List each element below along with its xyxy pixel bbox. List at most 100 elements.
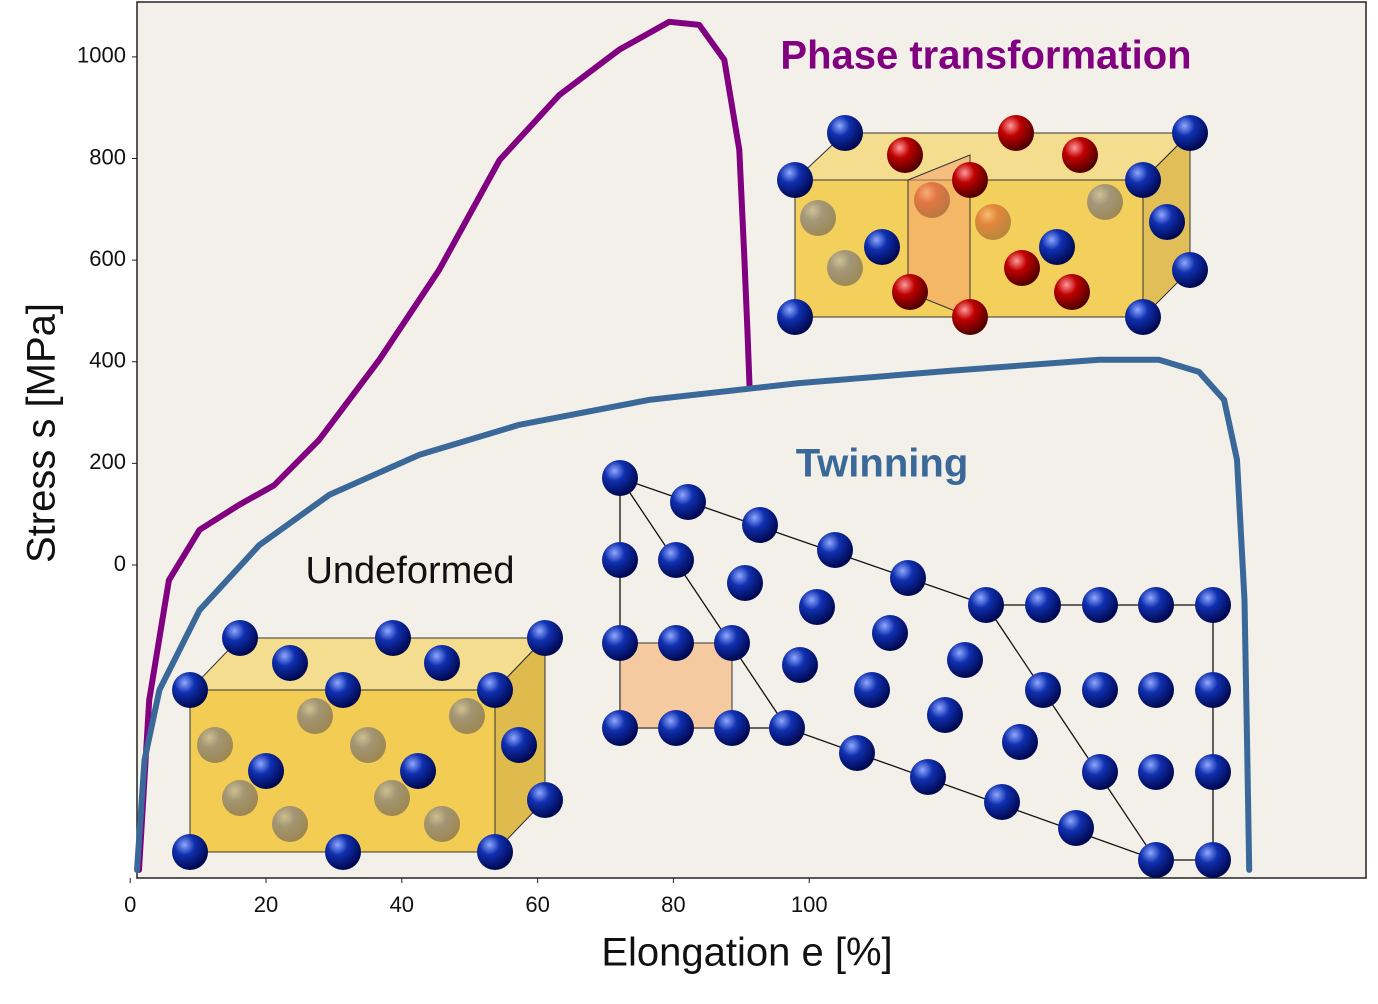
atom [602, 625, 638, 661]
atom [1004, 250, 1040, 286]
atom [777, 162, 813, 198]
atom [890, 560, 926, 596]
crystal-illustrations [172, 115, 1231, 878]
atom [777, 299, 813, 335]
atom [172, 834, 208, 870]
atom [172, 672, 208, 708]
x-tick-label: 40 [390, 892, 414, 917]
atom [222, 620, 258, 656]
atom [297, 698, 333, 734]
atom [272, 645, 308, 681]
atom [952, 162, 988, 198]
atom [968, 587, 1004, 623]
atom [527, 620, 563, 656]
atom [400, 753, 436, 789]
atom [658, 542, 694, 578]
atom [742, 507, 778, 543]
atom [374, 780, 410, 816]
atom [800, 200, 836, 236]
atom [1138, 842, 1174, 878]
atom [325, 834, 361, 870]
atom [1195, 754, 1231, 790]
atom [817, 532, 853, 568]
atom [1025, 587, 1061, 623]
line-series [134, 356, 1253, 873]
y-tick-label: 800 [89, 144, 126, 169]
atom [449, 698, 485, 734]
atom [424, 806, 460, 842]
atom [1002, 724, 1038, 760]
atom [1195, 587, 1231, 623]
atom [1172, 252, 1208, 288]
atom [424, 645, 460, 681]
atom [910, 759, 946, 795]
line-series [136, 18, 753, 873]
atom [527, 782, 563, 818]
y-axis-label: Stress s [MPa] [20, 303, 64, 563]
atom [714, 710, 750, 746]
atom [864, 229, 900, 265]
x-tick-label: 80 [661, 892, 685, 917]
atom [1138, 754, 1174, 790]
atom [272, 806, 308, 842]
atom [1082, 672, 1118, 708]
atom [1082, 754, 1118, 790]
atom [887, 137, 923, 173]
atom [1062, 137, 1098, 173]
y-tick-label: 200 [89, 449, 126, 474]
atom [782, 647, 818, 683]
atom [975, 204, 1011, 240]
twin-boundary [619, 477, 788, 729]
atom [1149, 204, 1185, 240]
atom [658, 625, 694, 661]
atom [1039, 229, 1075, 265]
annotation: Phase transformation [780, 34, 1191, 78]
atom [670, 484, 706, 520]
atom [892, 274, 928, 310]
atom [872, 615, 908, 651]
atom [602, 710, 638, 746]
atom [1195, 842, 1231, 878]
atom [827, 250, 863, 286]
atom [350, 727, 386, 763]
atom [1082, 587, 1118, 623]
atom [914, 182, 950, 218]
plot-marks [129, 18, 1253, 883]
atom [839, 735, 875, 771]
annotation: Undeformed [305, 550, 514, 592]
x-tick-label: 0 [124, 892, 136, 917]
y-tick-label: 400 [89, 348, 126, 373]
atom [477, 672, 513, 708]
twin-boundary [985, 604, 1157, 861]
atom [1138, 672, 1174, 708]
atom [1138, 587, 1174, 623]
atom [1025, 672, 1061, 708]
atom [927, 697, 963, 733]
x-axis-label: Elongation e [%] [601, 931, 892, 975]
atom [501, 727, 537, 763]
atom [248, 753, 284, 789]
atom [602, 460, 638, 496]
atom [714, 625, 750, 661]
atom [197, 727, 233, 763]
atom [727, 565, 763, 601]
x-tick-label: 20 [254, 892, 278, 917]
atom [827, 115, 863, 151]
atom [984, 784, 1020, 820]
atom [325, 672, 361, 708]
y-tick-label: 600 [89, 246, 126, 271]
atom [769, 710, 805, 746]
atom [375, 620, 411, 656]
atom [1087, 184, 1123, 220]
atom [1058, 810, 1094, 846]
atom [1125, 299, 1161, 335]
x-tick-label: 60 [525, 892, 549, 917]
atom [477, 834, 513, 870]
atom [854, 672, 890, 708]
y-tick-label: 0 [114, 551, 126, 576]
atom [1125, 162, 1161, 198]
atom [1195, 672, 1231, 708]
atom [952, 299, 988, 335]
atom [799, 589, 835, 625]
